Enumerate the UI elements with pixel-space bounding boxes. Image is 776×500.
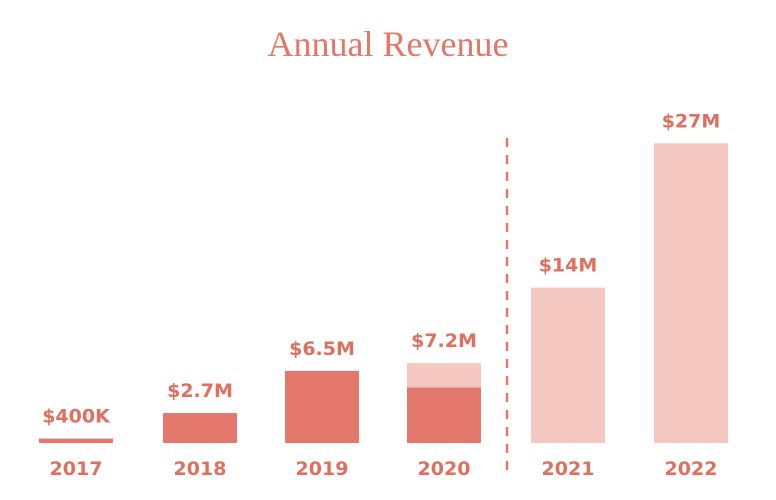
- value-label: $14M: [539, 255, 598, 277]
- bar: [163, 413, 237, 443]
- value-label: $27M: [662, 110, 721, 132]
- value-label: $7.2M: [411, 330, 477, 352]
- x-tick-label: 2020: [418, 458, 471, 480]
- bar: [531, 287, 605, 443]
- value-label: $2.7M: [167, 380, 233, 402]
- x-tick-label: 2021: [542, 458, 595, 480]
- x-tick-label: 2017: [50, 458, 103, 480]
- x-tick-label: 2022: [665, 458, 718, 480]
- value-label: $400K: [42, 406, 111, 428]
- bar: [407, 363, 481, 388]
- bar: [407, 387, 481, 443]
- bar: [39, 438, 113, 443]
- x-tick-label: 2019: [296, 458, 349, 480]
- x-tick-label: 2018: [174, 458, 227, 480]
- value-label: $6.5M: [289, 338, 355, 360]
- bar: [285, 370, 359, 443]
- chart-title: Annual Revenue: [268, 24, 509, 64]
- bar: [654, 143, 728, 444]
